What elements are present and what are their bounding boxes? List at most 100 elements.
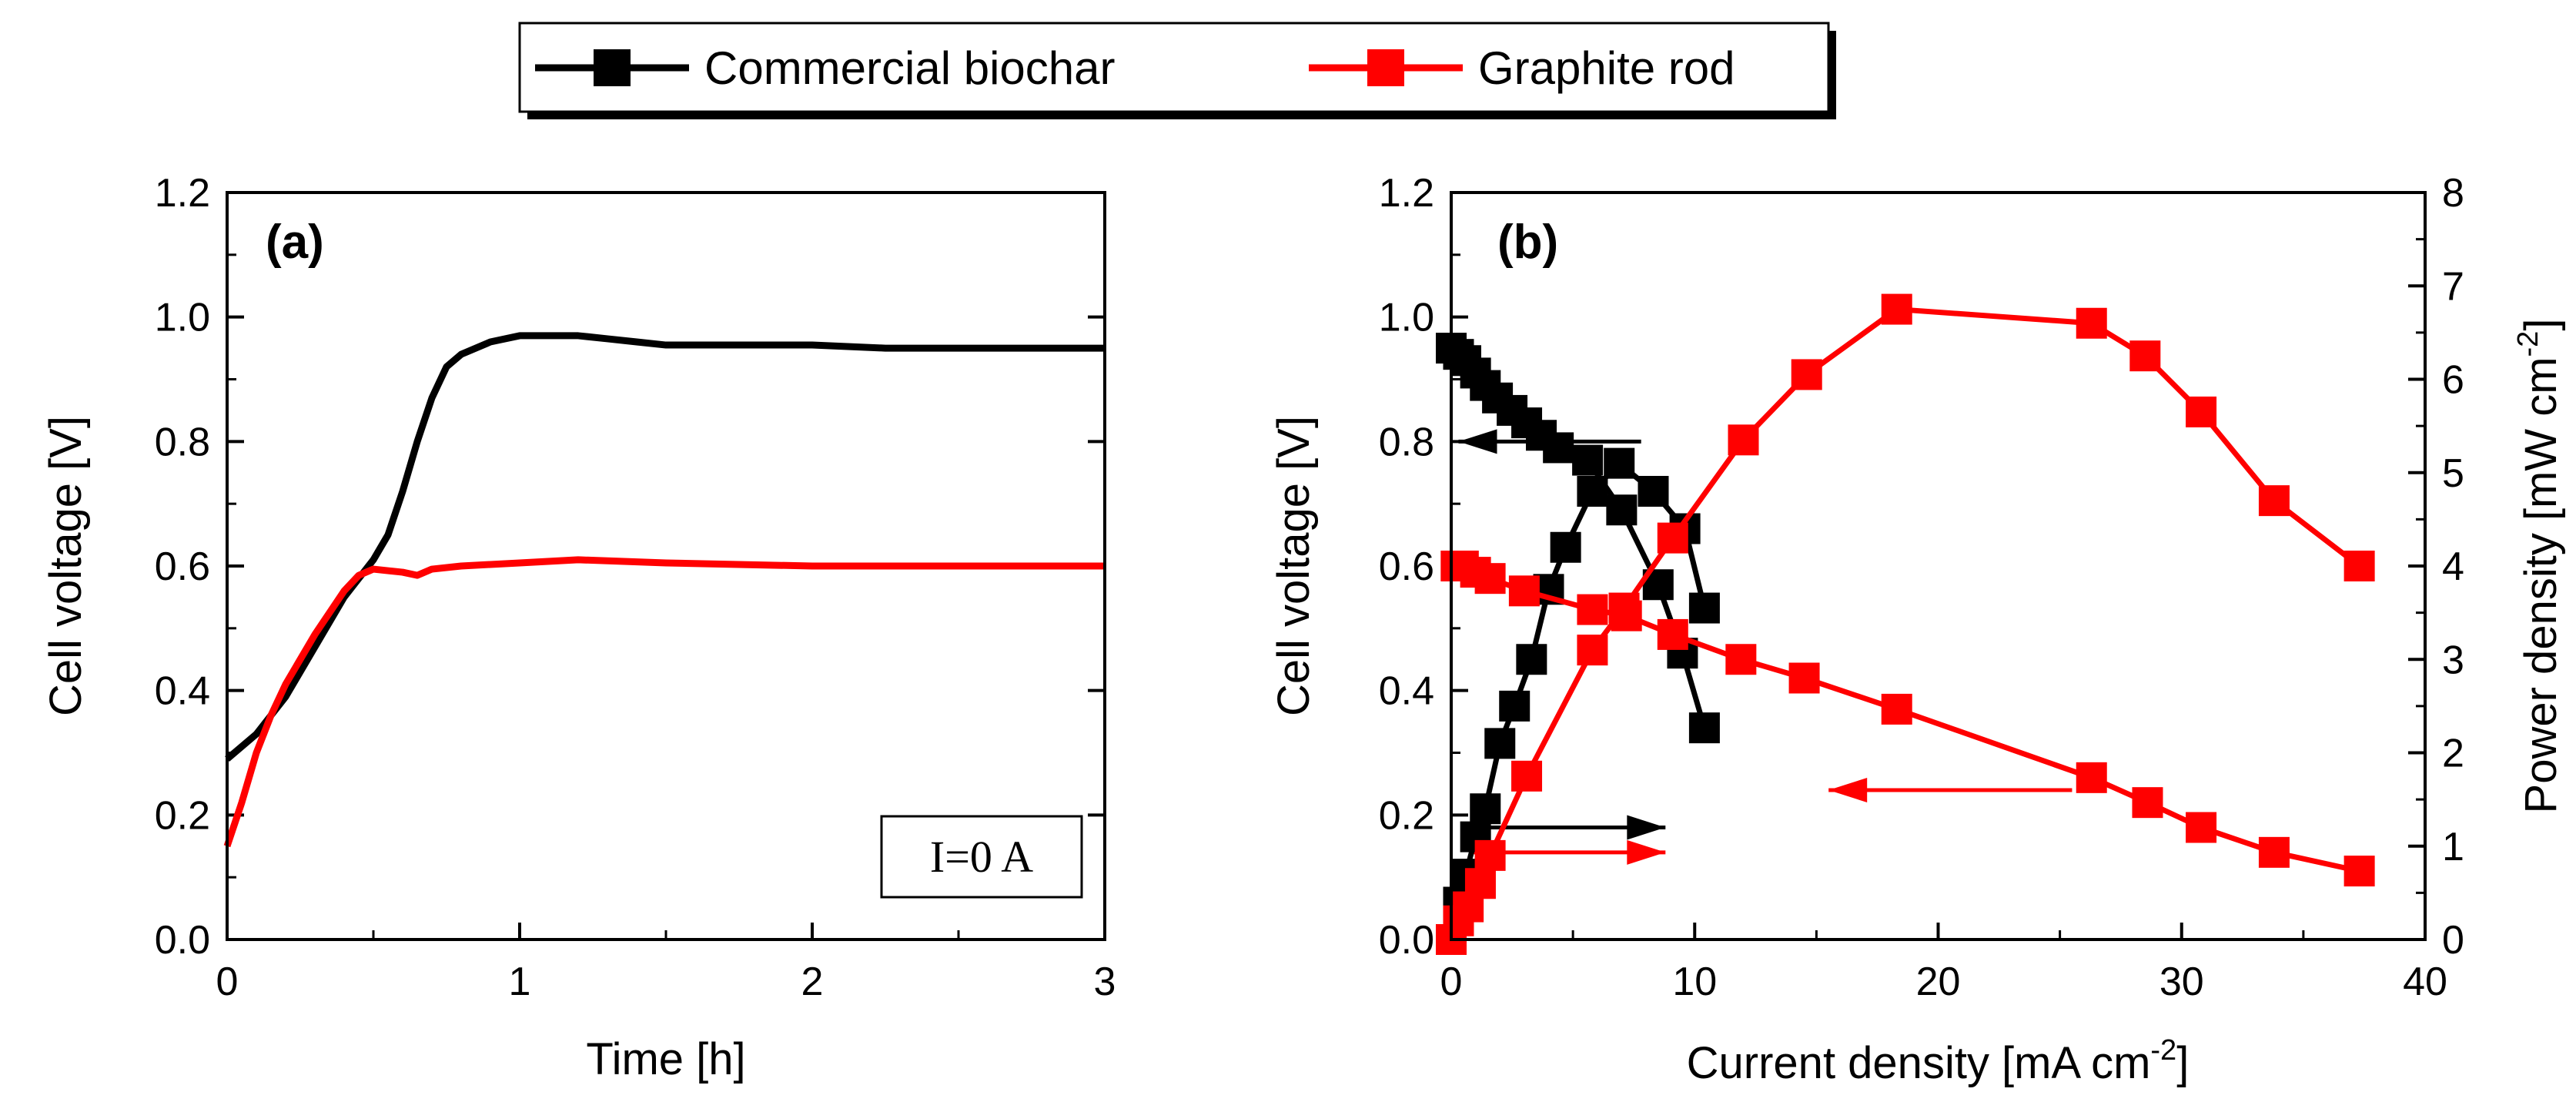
panel-b-frame — [1450, 191, 2427, 941]
panel-b-xtick-label: 0 — [1440, 960, 1463, 1004]
panel-b-point-voltage-2 — [1657, 618, 1688, 650]
panel-b-series — [1436, 293, 2375, 955]
panel-b-ytick-label: 1.0 — [1379, 296, 1434, 340]
panel-b-point-power-1 — [1484, 728, 1516, 759]
panel-b-point-power-3 — [1791, 359, 1822, 390]
panel-b-arrow-head-0 — [1458, 429, 1497, 454]
panel-b-ytick-label: 0.4 — [1379, 669, 1434, 714]
legend-box — [518, 22, 1830, 113]
panel-a-ytick-label: 0.6 — [155, 544, 210, 589]
panel-b-point-voltage-2 — [2258, 836, 2290, 868]
legend: Commercial biochar Graphite rod — [518, 22, 1836, 119]
panel-b-point-voltage-2 — [2186, 812, 2217, 843]
panel-b-y2label-sup: -2 — [2512, 331, 2544, 357]
panel-b-point-voltage-2 — [1577, 594, 1608, 625]
panel-b-y2tick-label: 8 — [2442, 171, 2464, 216]
panel-b-point-voltage-0 — [1688, 712, 1720, 744]
panel-b-point-power-1 — [1550, 531, 1581, 563]
panel-b-point-power-1 — [1499, 690, 1531, 722]
panel-b-point-power-3 — [2186, 396, 2217, 427]
panel-b-y2tick-label: 0 — [2442, 918, 2464, 963]
panel-b-arrow-head-1 — [1627, 815, 1666, 840]
panel-b-ytick-label: 0.8 — [1379, 420, 1434, 464]
legend-label-graphite: Graphite rod — [1478, 42, 1735, 94]
panel-a-xlabel: Time [h] — [586, 1034, 745, 1084]
panel-a-ytick-label: 0.8 — [155, 420, 210, 464]
panel-a-xtick-label: 3 — [1094, 960, 1116, 1004]
panel-b-point-power-3 — [2258, 485, 2290, 517]
panel-a-xtick-label: 2 — [801, 960, 824, 1004]
panel-b-xtick-label: 40 — [2403, 960, 2447, 1004]
panel-b-y2label-main: Power density [mW cm — [2516, 357, 2566, 813]
panel-b-y2tick-label: 4 — [2442, 544, 2464, 589]
panel-b-point-voltage-2 — [1508, 575, 1540, 607]
legend-swatch-marker-graphite — [1367, 49, 1404, 86]
panel-b-point-power-3 — [2076, 307, 2107, 339]
panel-a-ylabel: Cell voltage [V] — [41, 416, 91, 716]
panel-b-point-voltage-2 — [1788, 662, 1820, 694]
panel-a-xtick-label: 0 — [216, 960, 239, 1004]
panel-b-ytick-label: 0.2 — [1379, 793, 1434, 838]
panel-b-y2tick-label: 2 — [2442, 732, 2464, 776]
panel-b-point-power-3 — [2129, 340, 2161, 372]
panel-b-point-power-1 — [1577, 476, 1608, 507]
panel-a-ytick-label: 0.0 — [155, 918, 210, 963]
panel-a-ytick-label: 0.4 — [155, 669, 210, 714]
panel-b-label: (b) — [1497, 216, 1558, 269]
panel-b-ytick-label: 0.0 — [1379, 918, 1434, 963]
panel-a-xtick-label: 1 — [509, 960, 531, 1004]
panel-b-xtick-label: 30 — [2159, 960, 2204, 1004]
panel-b-point-power-3 — [1511, 760, 1543, 792]
panel-b: 0 10 20 30 400.00.20.40.60.81.01.2012345678 … — [1269, 171, 2566, 1088]
panel-a-annotation-box — [880, 815, 1083, 899]
panel-b-point-voltage-2 — [1474, 563, 1506, 595]
panel-b-xtick-label: 20 — [1916, 960, 1961, 1004]
panel-b-point-voltage-2 — [2132, 787, 2163, 819]
panel-b-point-power-1 — [1516, 644, 1547, 675]
legend-label-biochar: Commercial biochar — [704, 42, 1116, 94]
panel-b-xlabel-sup: -2 — [2150, 1034, 2176, 1067]
panel-b-arrow-head-2 — [1627, 839, 1666, 865]
panel-a: 0 1 2 3 0.0 0.2 0.4 0.6 0.8 1.0 1.2 (a) I=0 A Time… — [41, 171, 1116, 1084]
panel-b-xtick-label: 10 — [1672, 960, 1717, 1004]
panel-b-point-power-3 — [1728, 424, 1759, 456]
panel-b-point-power-3 — [2343, 551, 2375, 581]
panel-a-annotation: I=0 A — [930, 832, 1033, 882]
panel-a-label: (a) — [266, 216, 324, 269]
panel-b-y2tick-label: 6 — [2442, 358, 2464, 403]
panel-b-point-power-1 — [1638, 476, 1669, 507]
panel-b-point-power-3 — [1474, 839, 1506, 871]
panel-b-ytick-label: 0.6 — [1379, 544, 1434, 589]
panel-b-xlabel-main: Current density [mA cm — [1687, 1038, 2151, 1088]
legend-swatch-marker-biochar — [594, 49, 631, 86]
panel-b-point-voltage-0 — [1606, 494, 1638, 526]
panel-b-point-voltage-2 — [2343, 856, 2375, 887]
panel-b-point-power-3 — [1577, 635, 1608, 666]
panel-b-point-voltage-2 — [1725, 644, 1757, 675]
panel-b-point-power-3 — [1464, 868, 1496, 899]
panel-a-frame — [226, 191, 1106, 941]
panel-a-series-line-1 — [223, 556, 1105, 848]
panel-b-y2tick-label: 7 — [2442, 264, 2464, 309]
panel-b-point-power-3 — [1657, 522, 1688, 554]
panel-b-point-voltage-2 — [2076, 762, 2107, 793]
panel-b-point-voltage-2 — [1881, 693, 1912, 725]
panel-a-series — [223, 332, 1105, 848]
panel-b-point-power-3 — [1608, 592, 1640, 624]
panel-b-point-power-1 — [1470, 793, 1501, 825]
panel-b-y2label-end: ] — [2516, 319, 2566, 331]
panel-b-point-voltage-0 — [1572, 444, 1604, 476]
panel-b-point-power-1 — [1688, 592, 1720, 624]
panel-a-ytick-label: 0.2 — [155, 793, 210, 838]
panel-b-arrow-head-3 — [1828, 778, 1868, 802]
panel-b-y2tick-label: 3 — [2442, 638, 2464, 682]
panel-b-point-power-1 — [1604, 447, 1635, 479]
panel-a-ytick-label: 1.0 — [155, 296, 210, 340]
panel-b-y2tick-label: 5 — [2442, 451, 2464, 496]
panel-b-indicator-arrows — [1458, 429, 2073, 865]
panel-a-ticks: 0 1 2 3 0.0 0.2 0.4 0.6 0.8 1.0 1.2 — [155, 171, 1116, 1004]
panel-b-xlabel-end: ] — [2176, 1038, 2189, 1088]
panel-b-ylabel: Cell voltage [V] — [1269, 416, 1319, 716]
panel-b-y2label: Power density [mW cm-2] — [2512, 319, 2566, 814]
